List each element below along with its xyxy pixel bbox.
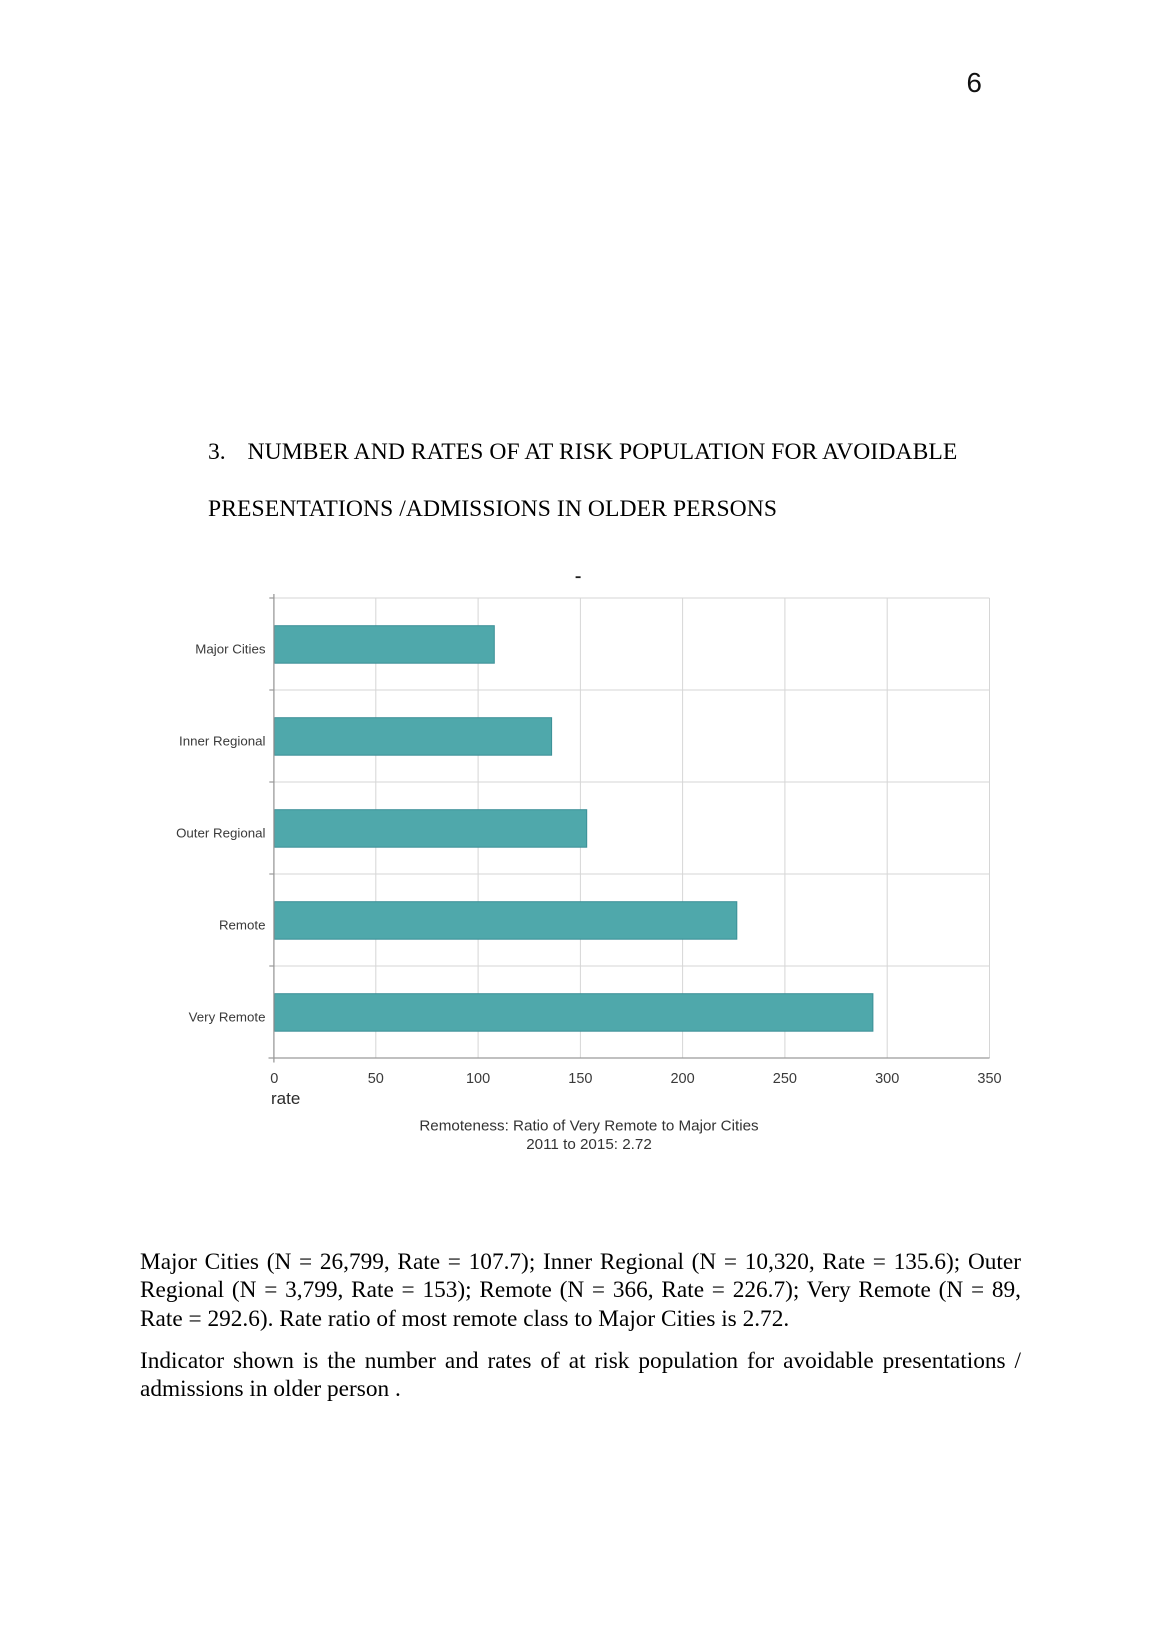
svg-text:100: 100	[466, 1071, 490, 1087]
svg-text:250: 250	[773, 1071, 797, 1087]
svg-text:rate: rate	[271, 1089, 300, 1108]
svg-text:2011 to 2015: 2.72: 2011 to 2015: 2.72	[526, 1136, 652, 1153]
svg-text:Remoteness: Ratio of Very Remo: Remoteness: Ratio of Very Remote to Majo…	[419, 1118, 759, 1135]
svg-text:200: 200	[670, 1071, 694, 1087]
svg-text:50: 50	[368, 1071, 384, 1087]
svg-text:0: 0	[270, 1071, 278, 1087]
svg-text:300: 300	[875, 1071, 899, 1087]
svg-text:Very Remote: Very Remote	[189, 1010, 266, 1025]
svg-text:Remote: Remote	[219, 918, 266, 933]
svg-text:Major Cities: Major Cities	[195, 642, 266, 657]
svg-text:Inner Regional: Inner Regional	[179, 734, 266, 749]
svg-text:Outer Regional: Outer Regional	[176, 826, 265, 841]
svg-text:150: 150	[568, 1071, 592, 1087]
svg-text:350: 350	[977, 1071, 1001, 1087]
